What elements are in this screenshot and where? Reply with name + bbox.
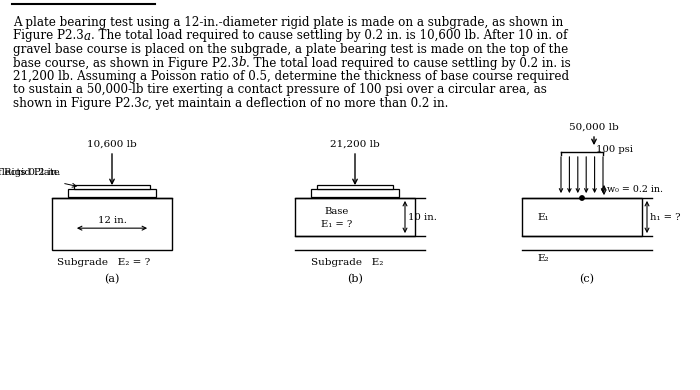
- Text: E₂: E₂: [537, 254, 549, 263]
- Bar: [522, 198, 642, 236]
- Text: Base: Base: [325, 207, 349, 216]
- Text: E₁: E₁: [537, 213, 549, 222]
- Text: E₁ = ?: E₁ = ?: [321, 220, 353, 229]
- Text: 12 in.: 12 in.: [97, 216, 127, 225]
- Text: (a): (a): [104, 274, 120, 284]
- Circle shape: [580, 196, 584, 200]
- Text: 10,600 lb: 10,600 lb: [87, 140, 137, 149]
- Text: . The total load required to cause settling by 0.2 in. is: . The total load required to cause settl…: [246, 57, 571, 69]
- Text: w₀ = 0.2 in.: w₀ = 0.2 in.: [607, 186, 663, 195]
- Text: a: a: [84, 30, 91, 43]
- Text: A plate bearing test using a 12-in.-diameter rigid plate is made on a subgrade, : A plate bearing test using a 12-in.-diam…: [13, 16, 564, 29]
- Text: 21,200 lb. Assuming a Poisson ratio of 0.5, determine the thickness of base cour: 21,200 lb. Assuming a Poisson ratio of 0…: [13, 70, 569, 83]
- Text: (c): (c): [580, 274, 594, 284]
- Text: h₁ = ?: h₁ = ?: [650, 213, 680, 222]
- Text: Subgrade   E₂ = ?: Subgrade E₂ = ?: [57, 258, 150, 267]
- Text: gravel base course is placed on the subgrade, a plate bearing test is made on th: gravel base course is placed on the subg…: [13, 43, 568, 56]
- Text: 21,200 lb: 21,200 lb: [330, 140, 380, 149]
- Bar: [52, 198, 172, 250]
- Text: to sustain a 50,000-lb tire exerting a contact pressure of 100 psi over a circul: to sustain a 50,000-lb tire exerting a c…: [13, 83, 547, 96]
- Text: 100 psi: 100 psi: [596, 145, 633, 154]
- Text: 10 in.: 10 in.: [408, 213, 437, 222]
- Bar: [295, 198, 415, 236]
- Text: Figure P2.3: Figure P2.3: [13, 30, 84, 43]
- Text: Subgrade   E₂: Subgrade E₂: [311, 258, 383, 267]
- Bar: [68, 189, 156, 197]
- Text: base course, as shown in Figure P2.3: base course, as shown in Figure P2.3: [13, 57, 239, 69]
- Bar: [317, 185, 393, 189]
- Text: Rigid Plate: Rigid Plate: [4, 168, 60, 177]
- Text: 50,000 lb: 50,000 lb: [569, 123, 619, 132]
- Bar: [74, 185, 150, 189]
- Text: c: c: [141, 97, 148, 110]
- Text: shown in Figure P2.3: shown in Figure P2.3: [13, 97, 141, 110]
- Bar: [311, 189, 399, 197]
- Text: , yet maintain a deflection of no more than 0.2 in.: , yet maintain a deflection of no more t…: [148, 97, 449, 110]
- Text: Deflects 0.2 in.: Deflects 0.2 in.: [0, 158, 60, 177]
- Text: (b): (b): [347, 274, 363, 284]
- Text: b: b: [239, 57, 246, 69]
- Text: . The total load required to cause settling by 0.2 in. is 10,600 lb. After 10 in: . The total load required to cause settl…: [91, 30, 568, 43]
